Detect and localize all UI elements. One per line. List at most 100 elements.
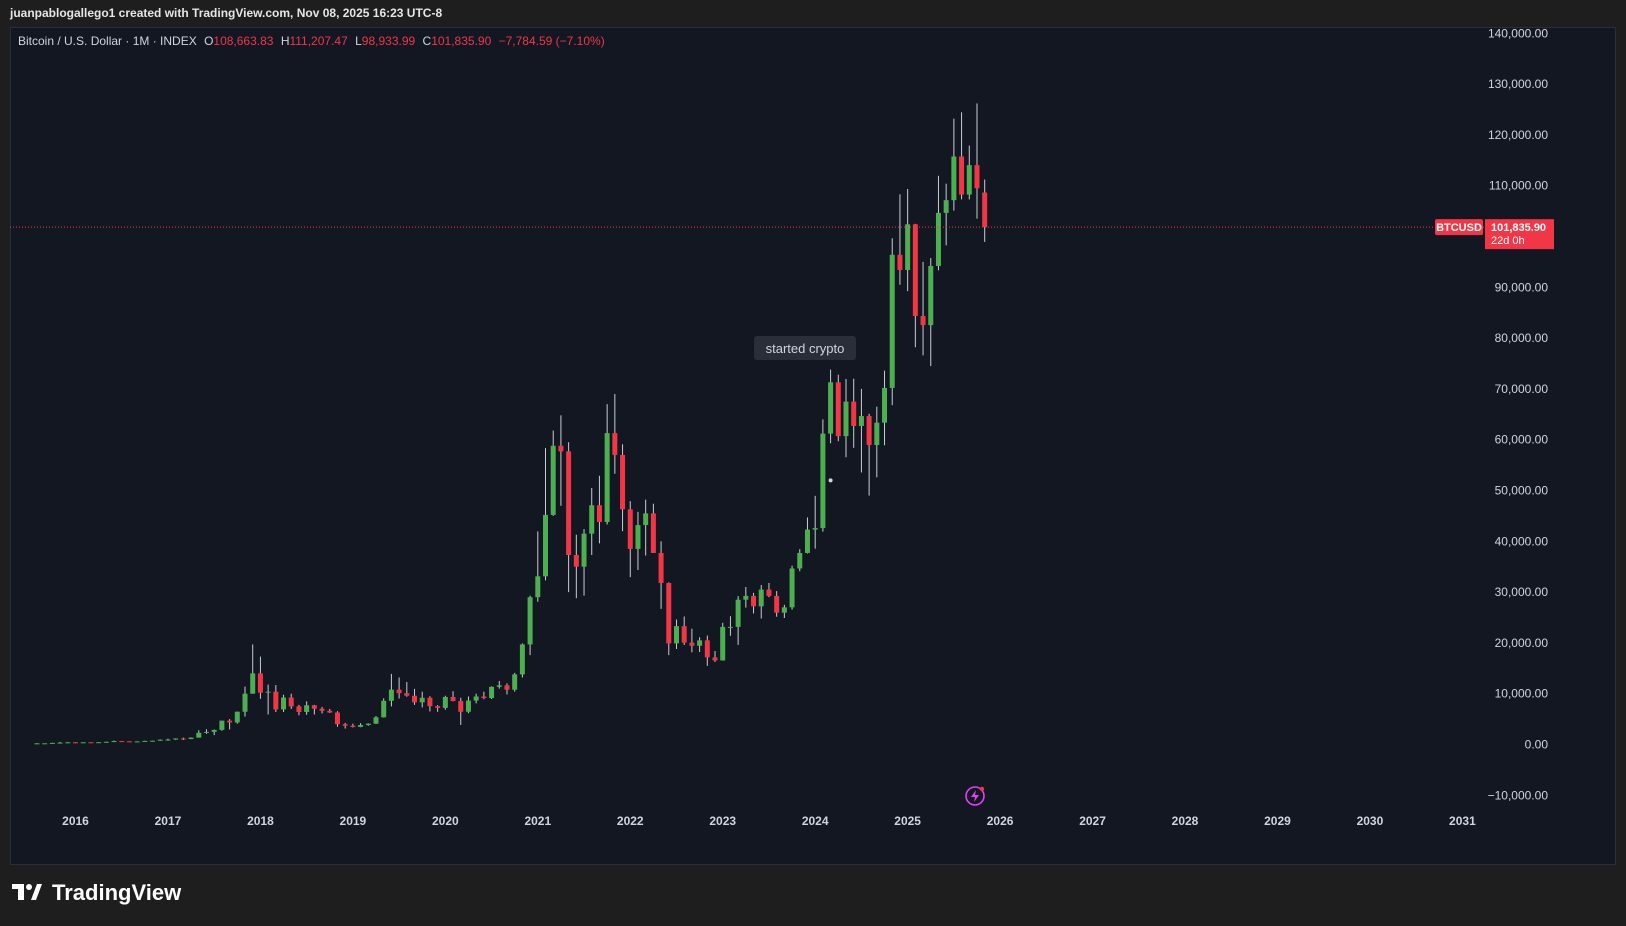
candle-body xyxy=(535,576,541,598)
candle-body xyxy=(203,731,209,733)
y-tick-label: 50,000.00 xyxy=(1495,484,1549,498)
candle-body xyxy=(928,265,934,326)
price-tag-countdown: 22d 0h xyxy=(1491,235,1525,247)
candle xyxy=(496,681,502,689)
candle-body xyxy=(866,416,872,446)
candle-body xyxy=(620,454,626,510)
candle-body xyxy=(512,674,518,690)
y-tick-label: 60,000.00 xyxy=(1495,433,1549,447)
ohlc-legend: Bitcoin / U.S. Dollar · 1M · INDEX O108,… xyxy=(18,34,605,48)
chart-caption: juanpablogallego1 created with TradingVi… xyxy=(10,6,443,20)
candle-body xyxy=(804,529,810,553)
candle xyxy=(689,628,695,653)
candle-body xyxy=(49,742,55,744)
candle xyxy=(296,704,302,716)
candle-body xyxy=(73,742,78,744)
candle-body xyxy=(134,741,140,743)
x-tick-label: 2024 xyxy=(802,814,829,828)
x-tick-label: 2029 xyxy=(1264,814,1291,828)
high-label: H xyxy=(280,34,290,48)
y-tick-label: 40,000.00 xyxy=(1495,534,1549,548)
y-tick-label: 10,000.00 xyxy=(1495,687,1549,701)
candle xyxy=(49,742,55,744)
candle-body xyxy=(858,416,864,426)
candle xyxy=(912,223,918,348)
time-axis: 2016 2017 2018 2019 2020 2021 2022 2023 2024 2025… xyxy=(62,814,1476,828)
low-value: 98,933.99 xyxy=(361,34,416,48)
candle xyxy=(735,596,741,645)
candle-body xyxy=(473,696,479,701)
candle xyxy=(412,688,418,705)
candle-body xyxy=(797,552,803,569)
candle-body xyxy=(573,555,579,567)
candle-body xyxy=(527,597,533,645)
candle-body xyxy=(828,382,834,434)
candle-body xyxy=(412,695,418,703)
candle xyxy=(458,697,464,725)
price-chart[interactable]: 140,000.00 130,000.00 120,000.00 110,000.00… xyxy=(10,27,1616,865)
candle-body xyxy=(427,697,433,707)
candle-body xyxy=(211,729,217,732)
candle xyxy=(666,582,672,656)
candle xyxy=(812,495,818,549)
candle-body xyxy=(150,740,156,742)
candle xyxy=(673,619,679,649)
candle xyxy=(96,742,102,744)
candle-body xyxy=(311,705,317,709)
candle xyxy=(889,238,895,406)
candle-body xyxy=(550,445,556,515)
candle xyxy=(111,740,117,743)
candle-body xyxy=(188,737,194,740)
brand-footer[interactable]: TradingView xyxy=(12,880,181,906)
candle-body xyxy=(388,689,394,701)
candle xyxy=(519,643,525,678)
candle-body xyxy=(974,165,980,189)
candle-body xyxy=(173,738,179,740)
candle xyxy=(211,729,217,736)
candle-body xyxy=(288,697,294,707)
candle xyxy=(781,604,787,619)
candle-body xyxy=(96,742,102,744)
candle-body xyxy=(889,254,895,388)
candle xyxy=(943,183,949,246)
candle xyxy=(142,740,148,742)
candle xyxy=(774,591,780,617)
candle-body xyxy=(381,700,387,718)
candle xyxy=(704,635,710,666)
candle-body xyxy=(504,685,510,690)
candle xyxy=(866,413,872,496)
candle-body xyxy=(766,589,772,596)
candle-body xyxy=(681,626,687,643)
candle xyxy=(396,677,402,699)
candle-body xyxy=(543,514,549,577)
candle-body xyxy=(358,725,364,727)
candle xyxy=(450,691,456,702)
annotation-text: started crypto xyxy=(766,341,845,356)
tradingview-logo-icon xyxy=(12,881,42,906)
brand-name: TradingView xyxy=(52,880,182,905)
candle-body xyxy=(327,710,333,713)
candle xyxy=(73,742,78,744)
chart-panel[interactable] xyxy=(10,27,1616,865)
candle xyxy=(381,698,387,718)
candle xyxy=(481,691,487,700)
x-tick-label: 2023 xyxy=(709,814,736,828)
candle xyxy=(88,742,94,744)
candle xyxy=(874,406,880,478)
x-tick-label: 2030 xyxy=(1357,814,1384,828)
candle-body xyxy=(234,711,240,723)
candle-body xyxy=(342,724,348,726)
candle-body xyxy=(689,642,695,646)
candle-body xyxy=(874,422,880,446)
candle-body xyxy=(242,693,248,712)
candle-body xyxy=(882,387,888,423)
candle-body xyxy=(481,696,487,699)
y-tick-label: 0.00 xyxy=(1525,738,1549,752)
candle-body xyxy=(697,640,703,646)
candle xyxy=(504,683,510,695)
candle xyxy=(982,179,988,242)
candle xyxy=(419,691,425,708)
candle xyxy=(905,189,911,292)
candle-body xyxy=(951,156,957,201)
candle-body xyxy=(57,742,63,744)
